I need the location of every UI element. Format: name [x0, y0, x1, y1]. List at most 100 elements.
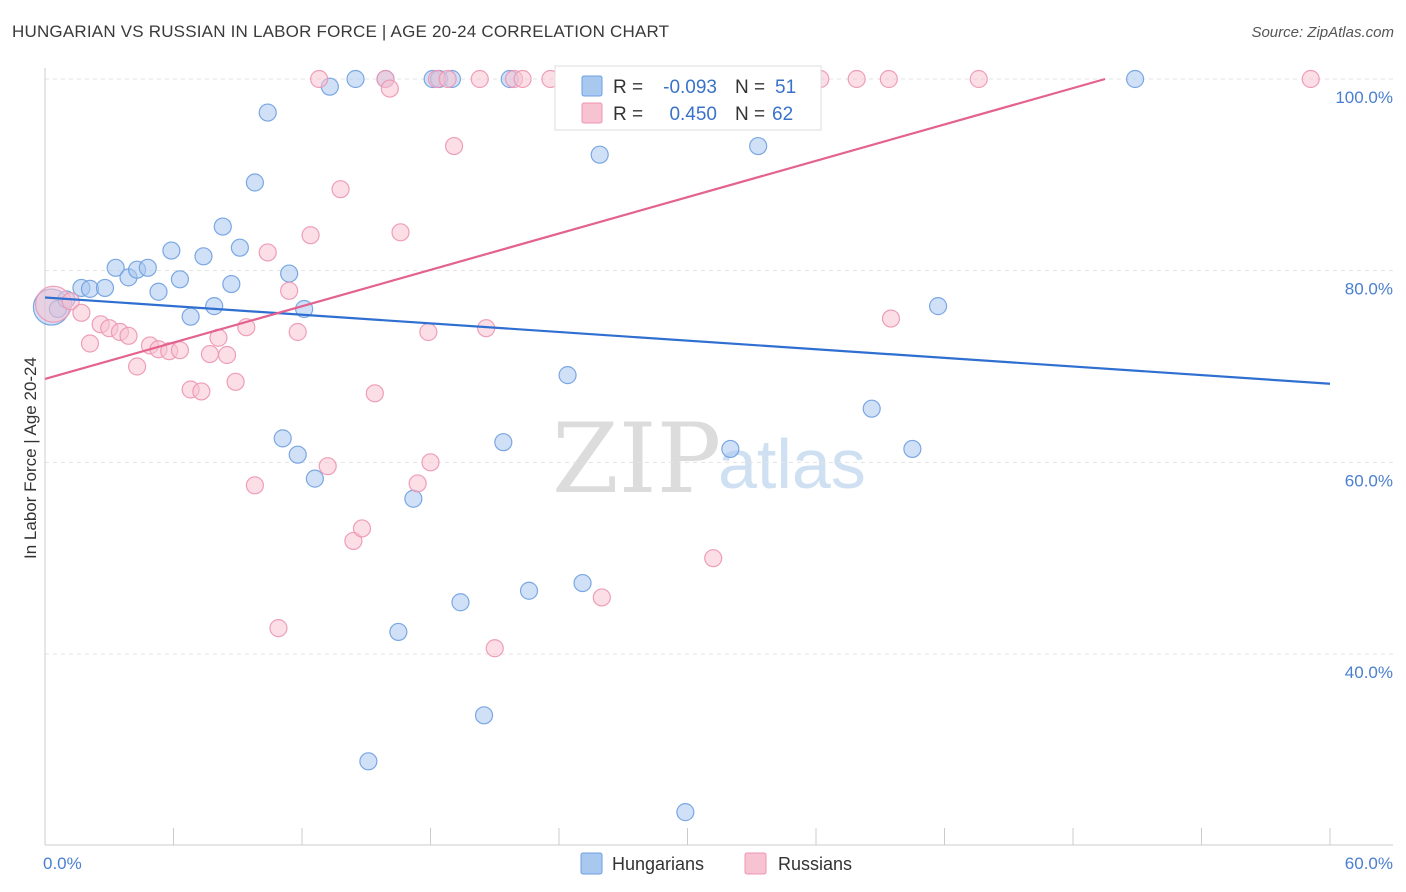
y-axis-label: In Labor Force | Age 20-24 [21, 357, 40, 559]
russian-point [344, 531, 363, 551]
bottom-legend-russians: Russians [778, 854, 852, 874]
russian-point [301, 226, 320, 245]
russian-point [288, 322, 307, 342]
legend-n-label-hungarians: N = [735, 77, 765, 98]
hungarian-point [451, 593, 470, 612]
russian-point [704, 549, 723, 568]
hungarian-point [558, 366, 577, 385]
russian-point [310, 69, 329, 89]
legend-r-value-hungarians: -0.093 [663, 77, 717, 98]
hungarian-point [721, 439, 740, 459]
watermark-atlas: atlas [718, 425, 866, 503]
bottom-legend-swatch-hungarians [580, 852, 603, 875]
russian-point [245, 476, 264, 495]
russian-point [380, 79, 399, 98]
hungarian-point [230, 238, 249, 257]
hungarian-point [258, 103, 277, 122]
hungarian-point [213, 217, 232, 236]
russian-point [438, 69, 457, 89]
legend-swatch-russians [581, 102, 603, 124]
hungarian-point [359, 752, 378, 771]
hungarian-point [573, 573, 592, 593]
russian-point [485, 639, 504, 658]
russian-point [969, 69, 988, 89]
hungarian-point [389, 622, 408, 642]
series-russians [34, 69, 1320, 658]
hungarian-point [181, 307, 200, 326]
hungarian-point [149, 282, 168, 301]
russian-point [127, 357, 147, 376]
hungarian-point [194, 247, 213, 266]
x-tick-label-max: 60.0% [1345, 854, 1393, 873]
hungarian-point [494, 433, 513, 452]
russian-point [280, 281, 299, 300]
hungarian-point [590, 145, 609, 164]
source-credit: Source: ZipAtlas.com [1251, 24, 1394, 41]
watermark: ZIP atlas [552, 403, 866, 515]
russian-point [80, 334, 100, 353]
russian-point [391, 223, 410, 242]
hungarian-point [222, 274, 241, 294]
russian-point [592, 588, 611, 607]
legend-swatch-hungarians [581, 75, 603, 97]
hungarian-point [474, 706, 494, 725]
russian-point [444, 136, 464, 156]
russian-point [318, 457, 337, 476]
y-tick-label-100: 100.0% [1335, 88, 1393, 107]
legend-r-value-russians: 0.450 [669, 104, 717, 125]
y-tick-label-60: 60.0% [1345, 471, 1393, 490]
russian-point [119, 326, 138, 345]
russian-point [217, 345, 237, 365]
russian-point [881, 309, 901, 328]
russian-point [513, 69, 532, 89]
russian-point [226, 372, 245, 391]
russian-point [421, 453, 440, 472]
x-tick-label-min: 0.0% [43, 854, 82, 873]
legend-r-label-hungarians: R = [613, 77, 643, 98]
russian-point [470, 69, 489, 89]
hungarian-point [273, 429, 292, 448]
russian-point [192, 382, 211, 401]
hungarian-point [106, 258, 125, 277]
legend-n-label-russians: N = [735, 104, 765, 125]
grid: 40.0% 60.0% 80.0% 100.0% [45, 78, 1393, 682]
hungarian-point [404, 489, 423, 508]
hungarian-point [676, 803, 695, 822]
bottom-legend-swatch-russians [744, 852, 767, 875]
legend-r-label-russians: R = [613, 104, 643, 125]
hungarian-point [170, 270, 190, 289]
y-tick-label-80: 80.0% [1345, 280, 1393, 299]
russian-point [408, 474, 427, 493]
trend-line-hungarians [44, 296, 1331, 385]
hungarian-point [749, 136, 768, 156]
russian-point [331, 180, 350, 199]
russian-point [170, 341, 190, 360]
y-tick-label-40: 40.0% [1345, 663, 1393, 682]
russian-point [365, 384, 384, 403]
trend-line-russians [44, 77, 1106, 381]
trend-lines [44, 77, 1331, 385]
hungarian-point [245, 173, 264, 192]
watermark-zip: ZIP [552, 403, 721, 515]
chart-title: HUNGARIAN VS RUSSIAN IN LABOR FORCE | AG… [12, 22, 670, 41]
russian-point [258, 243, 277, 262]
stats-legend: R = -0.093 N = 51 R = 0.450 N = 62 [554, 65, 822, 131]
russian-point [61, 292, 80, 311]
russian-point [879, 69, 898, 89]
hungarian-point [205, 297, 224, 316]
hungarian-point [280, 264, 299, 283]
series-legend: Hungarians Russians [580, 852, 852, 875]
hungarian-point [928, 297, 948, 316]
hungarian-point [1126, 69, 1145, 89]
legend-n-value-russians: 62 [772, 104, 793, 125]
legend-n-value-hungarians: 51 [775, 77, 796, 98]
hungarian-point [903, 439, 922, 459]
hungarian-point [862, 399, 881, 418]
axes [44, 68, 1393, 846]
hungarian-point [346, 69, 365, 89]
russian-point [847, 69, 866, 89]
hungarian-point [305, 469, 324, 488]
hungarian-point [288, 445, 307, 464]
hungarian-point [519, 581, 539, 600]
russian-point [269, 619, 288, 638]
